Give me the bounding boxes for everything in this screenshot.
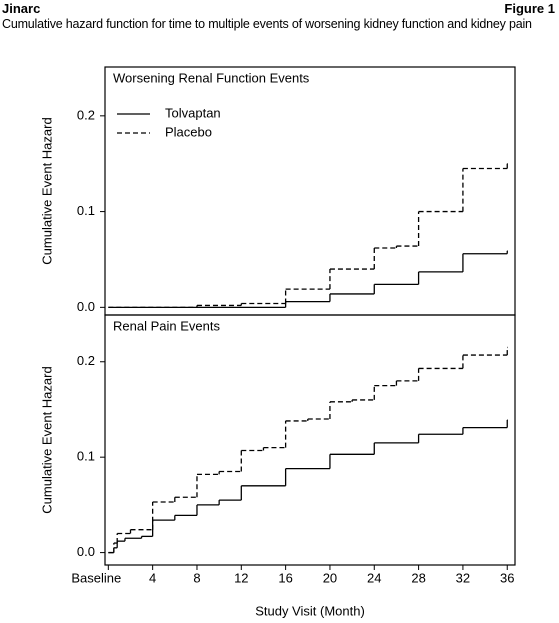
y-axis-label: Cumulative Event Hazard <box>39 117 54 264</box>
x-tick-label: 4 <box>149 570 156 585</box>
y-tick-label: 0.2 <box>77 353 95 368</box>
panel-title: Worsening Renal Function Events <box>113 70 310 85</box>
x-tick-label: 32 <box>456 570 470 585</box>
subtitle: Cumulative hazard function for time to m… <box>2 17 532 31</box>
panel-title: Renal Pain Events <box>113 318 220 333</box>
x-tick-label: 36 <box>500 570 514 585</box>
y-tick-label: 0.1 <box>77 203 95 218</box>
header-right: Figure 1 <box>504 1 555 16</box>
x-tick-label: 12 <box>234 570 248 585</box>
header-left: Jinarc <box>2 1 41 16</box>
y-tick-label: 0.1 <box>77 449 95 464</box>
y-axis-label: Cumulative Event Hazard <box>39 366 54 513</box>
plot-frame <box>104 314 516 566</box>
legend-label: Placebo <box>165 124 212 139</box>
x-tick-label: 8 <box>193 570 200 585</box>
y-tick-label: 0.2 <box>77 107 95 122</box>
x-axis-label: Study Visit (Month) <box>255 603 365 618</box>
x-tick-label: Baseline <box>71 570 121 585</box>
x-tick-label: 28 <box>411 570 425 585</box>
plot-frame <box>104 66 516 316</box>
x-tick-label: 24 <box>367 570 381 585</box>
x-tick-label: 20 <box>323 570 337 585</box>
x-tick-label: 16 <box>278 570 292 585</box>
legend-label: Tolvaptan <box>165 105 221 120</box>
y-tick-label: 0.0 <box>77 544 95 559</box>
y-tick-label: 0.0 <box>77 299 95 314</box>
